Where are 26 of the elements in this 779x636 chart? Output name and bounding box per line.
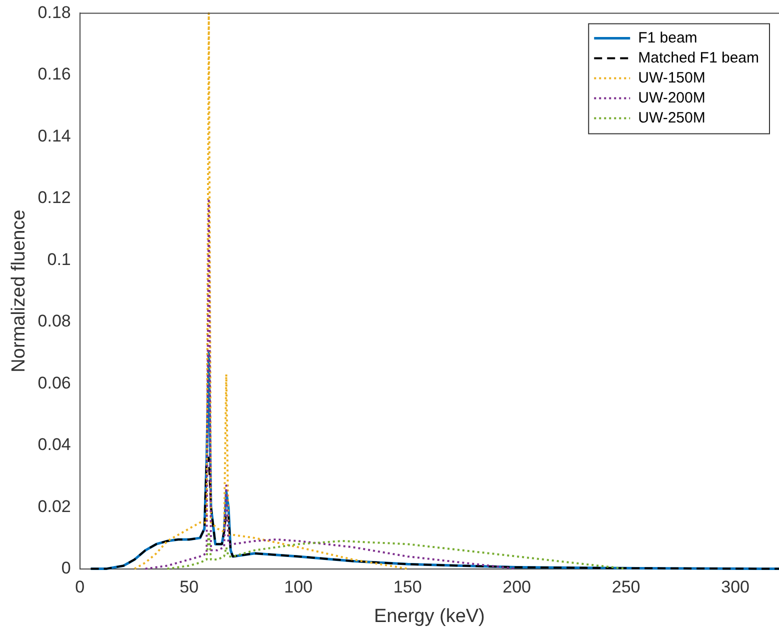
x-tick-label: 250 [612,578,640,597]
legend-label: UW-150M [638,69,706,86]
y-axis-title: Normalized fluence [8,210,30,372]
y-tick-label: 0.18 [38,2,71,22]
x-tick-label: 0 [75,578,85,597]
line-series [134,12,409,570]
y-tick-label: 0.08 [38,312,71,331]
y-tick-label: 0 [61,558,71,578]
y-tick-label: 0.12 [38,188,71,208]
legend-label: UW-250M [638,109,706,126]
x-tick-label: 300 [721,578,750,597]
x-tick-label: 200 [502,578,532,597]
x-tick-label: 100 [284,578,313,597]
x-tick-label: 150 [393,578,422,597]
line-series [90,456,779,570]
y-tick-label: 0.04 [38,435,71,454]
y-tick-label: 0.1 [47,250,71,269]
y-tick-label: 0.06 [38,373,71,392]
x-tick-label: 50 [180,578,199,597]
legend-label: UW-200M [638,89,706,106]
x-axis-title: Energy (keV) [374,606,485,627]
y-tick-label: 0.16 [38,64,71,84]
y-tick-label: 0.14 [38,126,71,146]
legend-label: Matched F1 beam [638,49,760,66]
y-tick-label: 0.02 [38,496,71,516]
legend-label: F1 beam [638,29,698,46]
